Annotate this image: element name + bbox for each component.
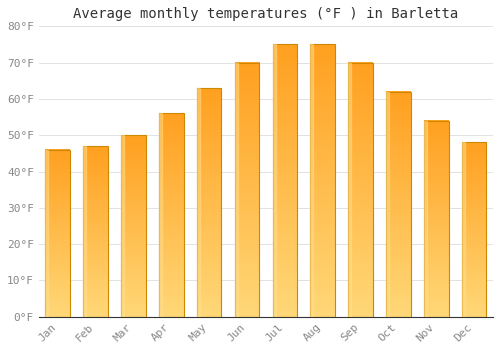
Bar xyxy=(310,44,335,317)
Bar xyxy=(197,88,222,317)
Bar xyxy=(159,113,184,317)
Bar xyxy=(121,135,124,317)
Bar xyxy=(121,135,146,317)
Bar xyxy=(348,63,373,317)
Bar xyxy=(84,146,108,317)
Title: Average monthly temperatures (°F ) in Barletta: Average monthly temperatures (°F ) in Ba… xyxy=(74,7,458,21)
Bar xyxy=(462,142,465,317)
Bar xyxy=(84,146,86,317)
Bar xyxy=(46,150,48,317)
Bar xyxy=(386,92,389,317)
Bar xyxy=(159,113,162,317)
Bar xyxy=(46,150,70,317)
Bar xyxy=(197,88,200,317)
Bar xyxy=(424,121,448,317)
Bar xyxy=(348,63,351,317)
Bar xyxy=(234,63,238,317)
Bar xyxy=(424,121,427,317)
Bar xyxy=(310,44,314,317)
Bar xyxy=(234,63,260,317)
Bar xyxy=(272,44,276,317)
Bar xyxy=(462,142,486,317)
Bar xyxy=(386,92,410,317)
Bar xyxy=(272,44,297,317)
